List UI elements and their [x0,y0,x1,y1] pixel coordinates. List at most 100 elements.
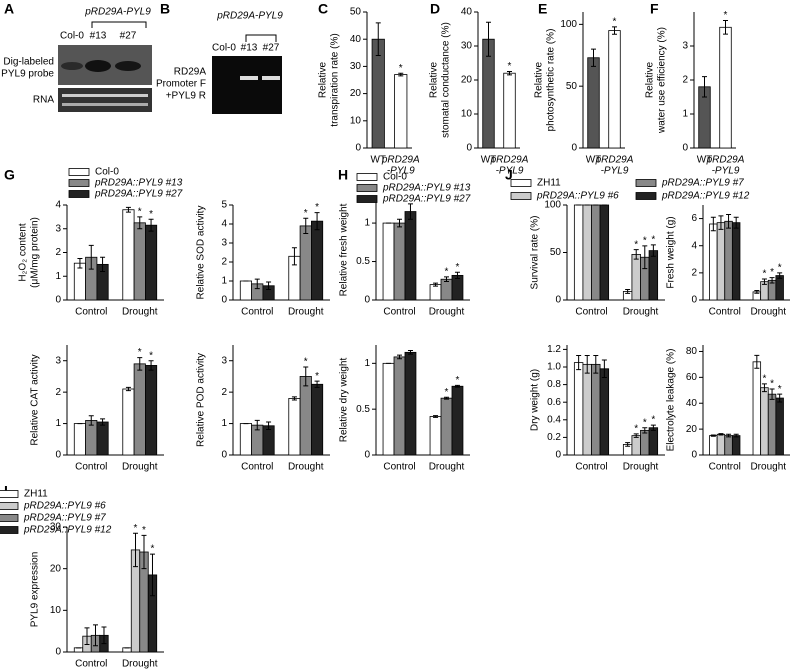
panel-letter: H [338,167,348,183]
significance-mark: * [770,379,774,390]
bar [73,423,86,456]
y-tick-label: 0.5 [356,404,370,415]
y-tick-label: 0 [55,295,61,306]
bar [382,222,395,301]
error-bar [584,355,590,374]
legend-label: pRD29A::PYL9 #13 [382,183,471,194]
significance-mark: * [142,525,146,536]
y-axis-label: Survival rate (%) [530,216,541,290]
bar [752,361,762,456]
error-bar [642,245,648,270]
legend-label: pRD29A::PYL9 #13 [94,178,183,189]
y-tick-label: 40 [686,398,698,409]
error-bar [397,354,402,360]
y-axis-label: transpiration rate (%) [330,33,341,126]
row-label: Promoter F [156,79,206,90]
error-bar [444,396,449,400]
error-bar [148,218,154,232]
error-bar [710,434,716,437]
error-bar [601,359,607,379]
error-bar [100,418,106,426]
panel-letter: C [318,1,328,17]
significance-mark: * [651,235,655,246]
significance-mark: * [445,267,449,278]
significance-mark: * [151,544,155,555]
bar [440,278,453,301]
error-bar [726,433,732,438]
bar [608,30,621,149]
y-tick-label: 6 [691,213,697,224]
error-bar [723,20,728,35]
legend-swatch [510,192,532,200]
bar [716,222,726,301]
error-bar [291,396,297,401]
y-tick-label: 0 [55,647,61,658]
error-bar [726,214,732,229]
bracket [91,21,147,28]
bar [429,284,442,301]
bar [133,222,146,301]
significance-mark: * [634,239,638,250]
x-tick-label: Drought [623,307,659,318]
x-tick-label: Drought [288,462,324,473]
error-bar [88,415,94,426]
error-bar [718,215,724,230]
bar [311,220,324,301]
y-tick-label: 20 [461,75,473,86]
band [115,61,141,71]
y-axis-label: Relative fresh weight [339,203,350,296]
error-bar [148,360,154,371]
legend-label: pRD29A::PYL9 #12 [661,191,750,202]
y-tick-label: 80 [686,346,698,357]
error-bar [100,256,106,272]
bar [587,57,600,149]
y-axis-label: Electrolyte leakage (%) [666,349,677,452]
significance-mark: * [315,202,319,213]
legend-swatch [0,490,19,498]
x-tick-label: Control [383,462,415,473]
y-tick-label: 1.2 [547,344,561,355]
bar [133,363,146,456]
y-tick-label: 3 [221,238,227,249]
error-bar [769,277,775,284]
error-bar [398,72,404,77]
error-bar [101,626,107,645]
significance-mark: * [770,267,774,278]
y-tick-label: 100 [544,200,561,211]
bar [648,250,659,301]
x-tick-label: Drought [429,462,465,473]
significance-mark: * [762,269,766,280]
bar [709,223,718,301]
bar [709,435,718,456]
legend-swatch [68,168,90,176]
x-tick-label: Control [241,462,273,473]
error-bar [733,433,739,438]
error-bar [314,212,320,231]
bar [451,385,464,456]
error-bar [254,419,260,431]
x-tick-label: Control [241,307,273,318]
row-label: +PYL9 R [166,91,206,102]
error-bar [733,216,739,229]
bar [573,362,584,456]
error-bar [777,272,783,279]
y-tick-label: 0 [466,143,472,154]
x-tick-label: -PYL9 [387,166,415,177]
y-tick-label: 2 [221,387,227,398]
y-tick-label: 4 [55,200,61,211]
row-label: RD29A [174,67,207,78]
bar [404,351,417,456]
legend-swatch [68,190,90,198]
y-tick-label: 100 [560,19,577,30]
error-bar [92,624,98,647]
x-tick-label: Drought [122,307,158,318]
x-tick-label: pRD29A [381,155,420,166]
significance-mark: * [304,357,308,368]
y-tick-label: 0 [555,450,561,461]
bar [311,383,324,456]
significance-mark: * [643,417,647,428]
y-tick-label: 2 [221,257,227,268]
bar [382,362,395,456]
x-tick-label: Control [575,462,607,473]
error-bar [303,217,309,234]
